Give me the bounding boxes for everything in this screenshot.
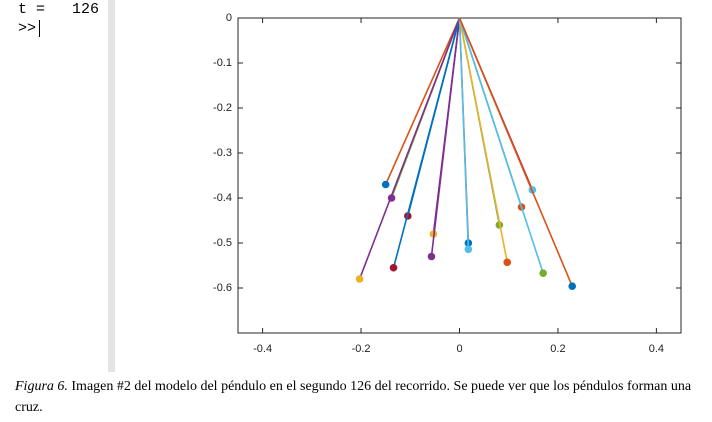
pendulum-bob [539,269,547,277]
caption-label: Figura 6. [15,379,68,394]
y-tick-label: -0.2 [213,102,232,114]
pendulum-bob [568,282,577,291]
x-tick-label: 0.4 [649,343,664,355]
y-tick-label: -0.1 [213,57,232,69]
pendulum-rod [458,17,573,287]
x-tick-label: 0.2 [550,343,565,355]
pendulum-bob [381,180,390,189]
pendulum-rod [458,17,470,250]
x-tick-label: 0 [456,343,462,355]
y-tick-label: -0.4 [213,192,232,204]
pendulum-rod [392,17,461,268]
chart: 0 -0.1 -0.2 -0.3 -0.4 -0.5 -0.6 -0.4 -0.2 0 0.2 0.4 [213,12,682,355]
x-tick-label: -0.4 [253,343,272,355]
pendulum-bob [427,252,436,261]
y-tick-label: -0.3 [213,147,232,159]
caption: Figura 6. Imagen #2 del modelo del péndu… [15,376,705,418]
y-tick-label: -0.5 [213,237,232,249]
prompt: >> [18,20,46,37]
caption-text: Imagen #2 del modelo del péndulo en el s… [15,379,692,415]
pendulum-rod [458,17,544,274]
pendulum-rod [458,17,509,263]
pendulum-bob [503,258,512,267]
pendulum-rod [358,17,461,280]
pendulum-bob [355,275,364,283]
terminal: t = 126 >> [0,0,115,372]
pendulum-rod [384,17,461,185]
pendulum-bob [464,245,473,254]
plot-frame [237,17,682,334]
pendulum-rod [430,17,461,257]
terminal-line: t = 126 [18,1,100,18]
pendulum-bob [389,263,398,272]
y-tick-label: 0 [226,12,232,24]
terminal-line: >> [0,19,108,38]
y-tick-label: -0.6 [213,282,232,294]
x-tick-label: -0.2 [352,343,371,355]
